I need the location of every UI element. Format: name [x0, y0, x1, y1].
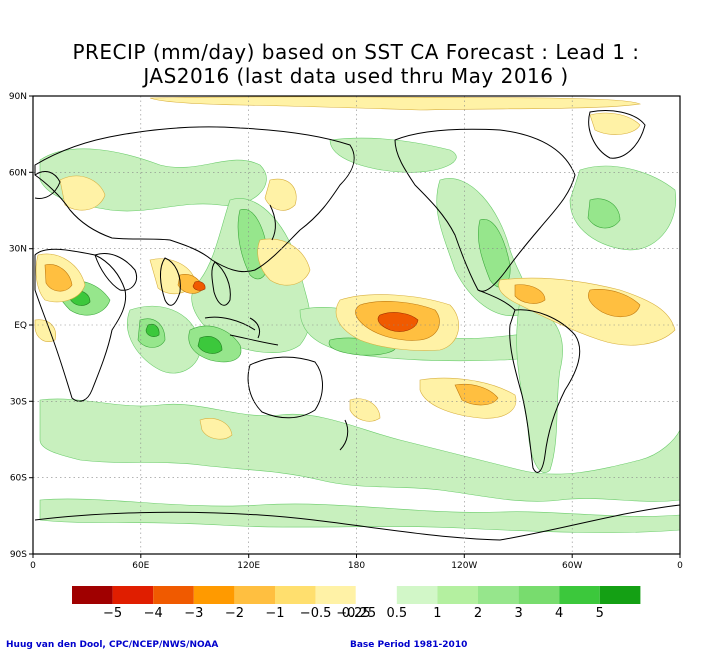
anomaly-field [34, 96, 680, 533]
lon-label: 120W [451, 561, 477, 571]
legend-label: −0.5 [300, 606, 332, 621]
lat-label: EQ [14, 321, 27, 331]
lat-label: 30S [10, 397, 27, 407]
legend-swatch [478, 586, 519, 604]
lat-label: 30N [9, 245, 27, 255]
author-credit: Huug van den Dool, CPC/NCEP/NWS/NOAA [6, 640, 219, 650]
latitude-labels: 90N 60N 30N EQ 30S 60S 90S [9, 92, 27, 560]
lon-label: 120E [237, 561, 260, 571]
legend-swatch [355, 585, 398, 605]
lon-label: 0 [677, 561, 683, 571]
tick-marks [29, 95, 681, 558]
legend-swatch [275, 586, 316, 604]
legend-label: −2 [225, 606, 244, 621]
lat-label: 60S [10, 474, 27, 484]
legend-swatch [437, 586, 478, 604]
legend-labels: −5 −4 −3 −2 −1 −0.5 −0.250.25 0.5 1 2 3 4 5 [103, 606, 604, 621]
legend-label: −4 [144, 606, 163, 621]
legend-swatch [559, 586, 600, 604]
legend-label: −3 [184, 606, 203, 621]
legend-label: 4 [555, 606, 563, 621]
legend-swatch [234, 586, 275, 604]
legend-label: 0.25 [342, 606, 371, 621]
legend-swatch [193, 586, 235, 604]
lat-label: 90N [9, 92, 27, 102]
legend-swatch [518, 586, 560, 604]
legend-label: −0.25 [336, 606, 376, 621]
legend-swatch [153, 586, 194, 604]
wet-anomaly-mid [57, 198, 621, 363]
legend-swatch [396, 586, 438, 604]
legend-boxes [72, 585, 641, 605]
lon-label: 60E [132, 561, 149, 571]
lon-label: 180 [348, 561, 365, 571]
dry-anomaly-strong [192, 281, 419, 332]
legend-label: 0.5 [386, 606, 407, 621]
lat-label: 90S [10, 550, 27, 560]
map-title-line1: PRECIP (mm/day) based on SST CA Forecast… [72, 40, 640, 64]
legend-label: 1 [433, 606, 441, 621]
legend-swatch [112, 586, 154, 604]
base-period-note: Base Period 1981-2010 [350, 640, 468, 650]
lat-label: 60N [9, 168, 27, 178]
map-title-line2: JAS2016 (last data used thru May 2016 ) [143, 64, 569, 88]
longitude-labels: 0 60E 120E 180 120W 60W 0 [30, 561, 683, 571]
legend-swatch [315, 586, 357, 604]
legend-label: −5 [103, 606, 122, 621]
legend-label: 5 [596, 606, 604, 621]
legend-swatch [599, 586, 641, 604]
lon-label: 0 [30, 561, 36, 571]
legend-label: 3 [514, 606, 522, 621]
legend-label: 2 [474, 606, 482, 621]
legend-swatch [72, 586, 113, 604]
legend-label: −1 [265, 606, 284, 621]
lon-label: 60W [562, 561, 582, 571]
